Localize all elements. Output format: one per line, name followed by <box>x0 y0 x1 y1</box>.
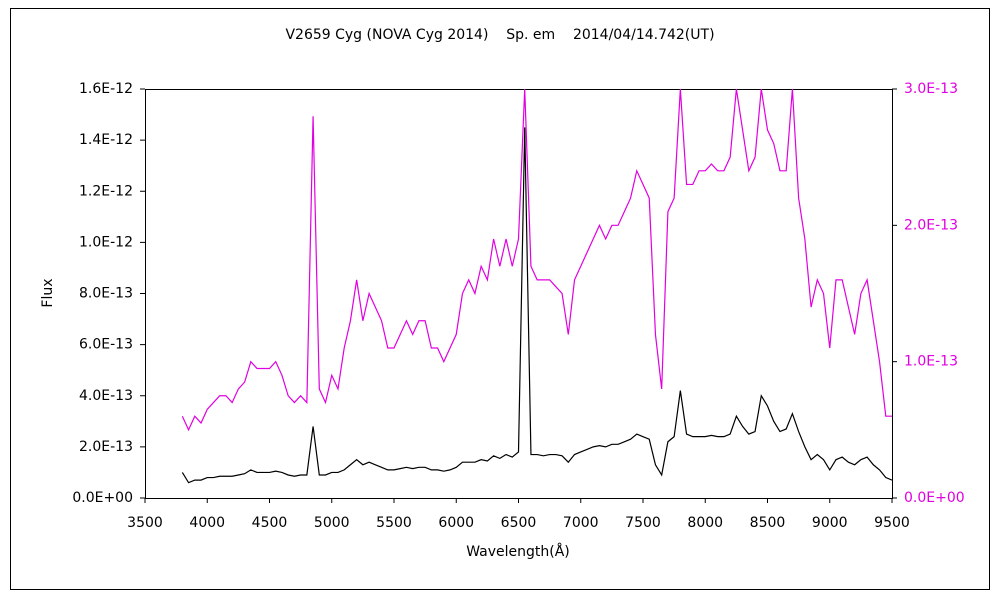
x-tick-label: 9500 <box>874 515 910 531</box>
spectrum-line <box>181 127 892 484</box>
x-tick-label: 5000 <box>314 515 350 531</box>
y-tick-label: 1.4E-12 <box>79 132 133 148</box>
y-tick-label: 1.0E-12 <box>79 234 133 250</box>
y-tick-label: 8.0E-13 <box>79 286 133 302</box>
x-tick-label: 8000 <box>687 515 723 531</box>
y2-tick-label: 2.0E-13 <box>904 217 958 233</box>
x-tick-label: 5500 <box>376 515 412 531</box>
x-tick-label: 4500 <box>252 515 288 531</box>
chart-frame <box>10 8 990 590</box>
x-tick-label: 9000 <box>812 515 848 531</box>
y2-tick-label: 3.0E-13 <box>904 81 958 97</box>
y-axis-label: Flux <box>40 278 56 307</box>
x-tick-label: 8500 <box>750 515 786 531</box>
x-tick-label: 6000 <box>438 515 474 531</box>
y-tick-label: 4.0E-13 <box>79 388 133 404</box>
x-tick-label: 7500 <box>625 515 661 531</box>
spectrum-line <box>181 89 892 432</box>
y-tick-label: 1.6E-12 <box>79 81 133 97</box>
x-tick-label: 7000 <box>563 515 599 531</box>
y-tick-label: 0.0E+00 <box>72 490 133 506</box>
x-tick-label: 3500 <box>127 515 163 531</box>
y-tick-label: 1.2E-12 <box>79 183 133 199</box>
x-tick-label: 6500 <box>501 515 537 531</box>
y-tick-label: 2.0E-13 <box>79 439 133 455</box>
x-axis-label: Wavelength(Å) <box>466 543 570 560</box>
chart-title: V2659 Cyg (NOVA Cyg 2014) Sp. em 2014/04… <box>285 27 714 43</box>
x-tick-label: 4000 <box>189 515 225 531</box>
y-tick-label: 6.0E-13 <box>79 337 133 353</box>
plot-lines <box>181 89 892 484</box>
y2-tick-label: 1.0E-13 <box>904 354 958 370</box>
y2-tick-label: 0.0E+00 <box>904 490 965 506</box>
